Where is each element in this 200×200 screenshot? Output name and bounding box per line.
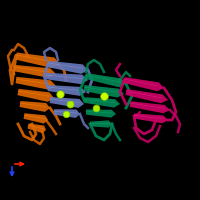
Polygon shape (90, 120, 112, 128)
Point (102, 94, 106, 98)
Polygon shape (15, 52, 60, 68)
Polygon shape (134, 113, 168, 123)
Polygon shape (130, 101, 170, 113)
Polygon shape (48, 85, 86, 96)
Polygon shape (125, 89, 168, 103)
Point (68, 102, 72, 106)
Polygon shape (14, 65, 56, 78)
Polygon shape (54, 109, 80, 118)
Polygon shape (50, 97, 84, 108)
Polygon shape (27, 123, 46, 133)
Polygon shape (46, 73, 88, 84)
Polygon shape (84, 97, 120, 108)
Point (64, 112, 68, 116)
Polygon shape (24, 113, 48, 124)
Polygon shape (17, 89, 54, 102)
Point (94, 106, 98, 110)
Polygon shape (48, 61, 88, 74)
Polygon shape (85, 73, 126, 87)
Polygon shape (16, 77, 56, 90)
Polygon shape (86, 109, 116, 118)
Point (58, 92, 62, 96)
Polygon shape (123, 77, 164, 91)
Polygon shape (84, 85, 124, 98)
Polygon shape (20, 101, 50, 112)
